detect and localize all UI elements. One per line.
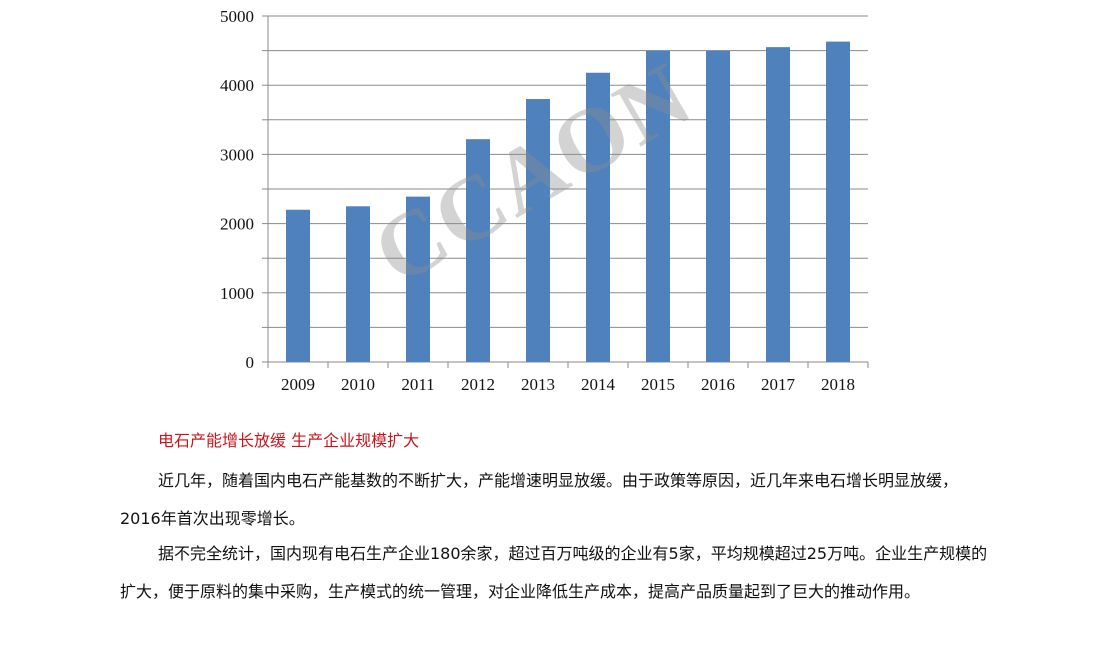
section-heading: 电石产能增长放缓 生产企业规模扩大 bbox=[158, 431, 420, 450]
bar-2010 bbox=[346, 206, 370, 362]
y-tick-label: 5000 bbox=[220, 7, 254, 26]
y-tick-label: 0 bbox=[246, 353, 255, 372]
article: 电石产能增长放缓 生产企业规模扩大 近几年，随着国内电石产能基数的不断扩大，产能… bbox=[120, 428, 990, 611]
x-tick-label-2012: 2012 bbox=[461, 375, 495, 394]
bar-chart-svg: 0 1000 2000 3000 4000 5000 2009 2010 2011 2012 201… bbox=[220, 7, 869, 394]
bar-chart: 0 1000 2000 3000 4000 5000 2009 2010 2011 2012 201… bbox=[220, 7, 869, 394]
x-tick-label-2018: 2018 bbox=[821, 375, 855, 394]
bar-2017 bbox=[766, 47, 790, 362]
y-tick-label: 2000 bbox=[220, 215, 254, 234]
bar-2018 bbox=[826, 41, 850, 362]
y-tick-label: 3000 bbox=[220, 145, 254, 164]
bar-2013 bbox=[526, 99, 550, 362]
x-tick-label-2016: 2016 bbox=[701, 375, 735, 394]
bar-2009 bbox=[286, 209, 310, 362]
article-paragraph-2: 据不完全统计，国内现有电石生产企业180余家，超过百万吨级的企业有5家，平均规模… bbox=[120, 544, 988, 601]
x-tick-label-2013: 2013 bbox=[521, 375, 555, 394]
bar-2014 bbox=[586, 72, 610, 362]
article-paragraph-1: 近几年，随着国内电石产能基数的不断扩大，产能增速明显放缓。由于政策等原因，近几年… bbox=[120, 471, 959, 528]
y-tick-label: 1000 bbox=[220, 284, 254, 303]
x-tick-label-2017: 2017 bbox=[761, 375, 796, 394]
x-tick-label-2015: 2015 bbox=[641, 375, 675, 394]
x-tick-label-2009: 2009 bbox=[281, 375, 315, 394]
bar-2012 bbox=[466, 139, 490, 362]
bar-2016 bbox=[706, 50, 730, 362]
x-tick-label-2010: 2010 bbox=[341, 375, 375, 394]
x-tick-label-2011: 2011 bbox=[401, 375, 434, 394]
bar-2015 bbox=[646, 50, 670, 362]
bar-2011 bbox=[406, 196, 430, 362]
x-tick-label-2014: 2014 bbox=[581, 375, 616, 394]
y-tick-label: 4000 bbox=[220, 76, 254, 95]
